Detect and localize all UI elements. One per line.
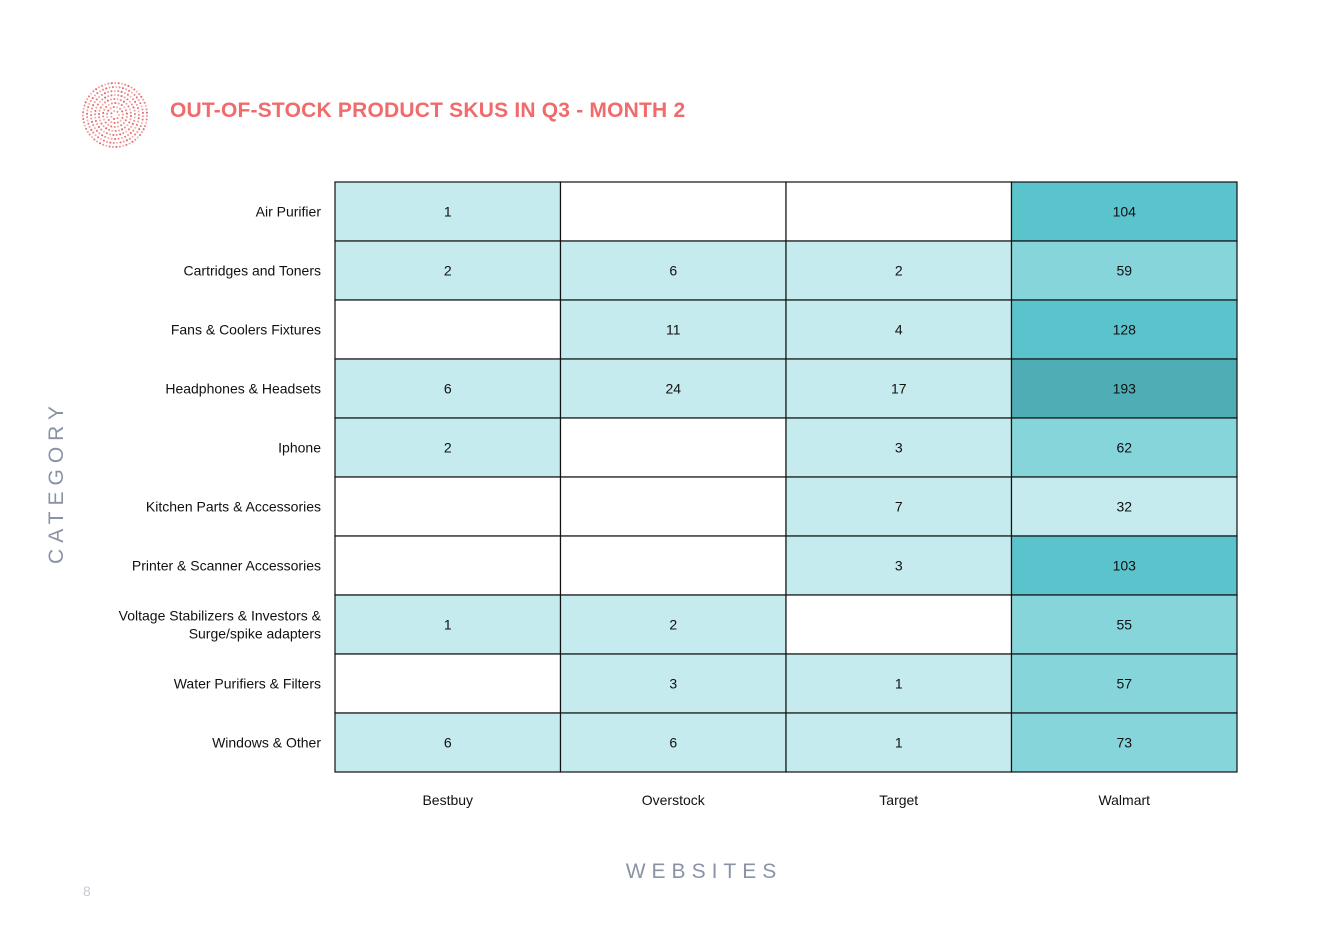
heatmap-cell: [1010, 476, 1238, 537]
heatmap-cell: [559, 653, 787, 714]
column-label: Walmart: [1098, 792, 1150, 808]
cell-value-label: 55: [1116, 617, 1132, 633]
cell-value-label: 6: [444, 735, 452, 751]
heatmap-cell: [334, 476, 562, 537]
column-label: Bestbuy: [422, 792, 473, 808]
heatmap-cell: [334, 417, 562, 478]
heatmap-cell: [559, 594, 787, 655]
heatmap-cell: [785, 240, 1013, 301]
cell-value-label: 2: [895, 263, 903, 279]
heatmap-cell: [1010, 712, 1238, 773]
heatmap-cell: [334, 535, 562, 596]
cell-value-label: 4: [895, 322, 903, 338]
dotted-circle-logo-icon: [81, 81, 149, 149]
heatmap-cell: [1010, 181, 1238, 242]
cell-value-label: 1: [444, 617, 452, 633]
column-label: Overstock: [642, 792, 706, 808]
cell-value-label: 7: [895, 499, 903, 515]
row-label: Kitchen Parts & Accessories: [146, 499, 321, 515]
column-label: Target: [879, 792, 918, 808]
heatmap-cell: [785, 181, 1013, 242]
heatmap-cell: [559, 535, 787, 596]
heatmap-cell: [1010, 653, 1238, 714]
row-label: Iphone: [278, 440, 321, 456]
heatmap-cell: [1010, 535, 1238, 596]
cell-value-label: 11: [666, 322, 681, 338]
cell-value-label: 2: [669, 617, 677, 633]
row-label: Fans & Coolers Fixtures: [171, 322, 321, 338]
cell-value-label: 104: [1113, 204, 1137, 220]
heatmap-cell: [559, 417, 787, 478]
heatmap-cell: [785, 535, 1013, 596]
heatmap-cell: [559, 299, 787, 360]
row-label: Water Purifiers & Filters: [174, 676, 321, 692]
heatmap-cell: [1010, 417, 1238, 478]
cell-value-label: 128: [1113, 322, 1137, 338]
heatmap-cell: [785, 476, 1013, 537]
cell-value-label: 57: [1116, 676, 1132, 692]
cell-value-label: 73: [1116, 735, 1132, 751]
cell-value-label: 103: [1113, 558, 1137, 574]
row-label: Windows & Other: [212, 735, 321, 751]
cell-value-label: 193: [1113, 381, 1137, 397]
row-label: Air Purifier: [256, 204, 322, 220]
chart-title: OUT-OF-STOCK PRODUCT SKUS IN Q3 - MONTH …: [170, 99, 686, 122]
cell-value-label: 6: [669, 735, 677, 751]
heatmap-cell: [785, 653, 1013, 714]
row-label: Cartridges and Toners: [184, 263, 321, 279]
x-axis-title: WEBSITES: [625, 860, 783, 883]
cell-value-label: 6: [669, 263, 677, 279]
cell-value-label: 3: [895, 558, 903, 574]
cell-value-label: 6: [444, 381, 452, 397]
cell-value-label: 24: [665, 381, 681, 397]
heatmap-cell: [1010, 299, 1238, 360]
heatmap-cell: [334, 181, 562, 242]
heatmap-cell: [334, 594, 562, 655]
heatmap-cell: [334, 299, 562, 360]
row-label: Printer & Scanner Accessories: [132, 558, 321, 574]
cell-value-label: 62: [1116, 440, 1132, 456]
row-label: Voltage Stabilizers & Investors & Surge/s…: [119, 608, 322, 642]
heatmap-cell: [1010, 358, 1238, 419]
heatmap-cell: [1010, 594, 1238, 655]
cell-value-label: 1: [895, 676, 903, 692]
row-label: Headphones & Headsets: [165, 381, 321, 397]
cell-value-label: 32: [1116, 499, 1132, 515]
heatmap-cell: [559, 358, 787, 419]
cell-value-label: 17: [891, 381, 907, 397]
cell-value-label: 59: [1116, 263, 1132, 279]
heatmap-cell: [559, 181, 787, 242]
heatmap-cell: [334, 653, 562, 714]
cell-value-label: 1: [895, 735, 903, 751]
cell-value-label: 1: [444, 204, 452, 220]
cell-value-label: 2: [444, 263, 452, 279]
heatmap-cell: [785, 358, 1013, 419]
heatmap-cell: [559, 476, 787, 537]
cell-value-label: 3: [669, 676, 677, 692]
heatmap-cell: [1010, 240, 1238, 301]
page-number: 8: [83, 883, 91, 899]
heatmap-cell: [334, 358, 562, 419]
cell-value-label: 2: [444, 440, 452, 456]
heatmap-cell: [785, 594, 1013, 655]
cell-value-label: 3: [895, 440, 903, 456]
